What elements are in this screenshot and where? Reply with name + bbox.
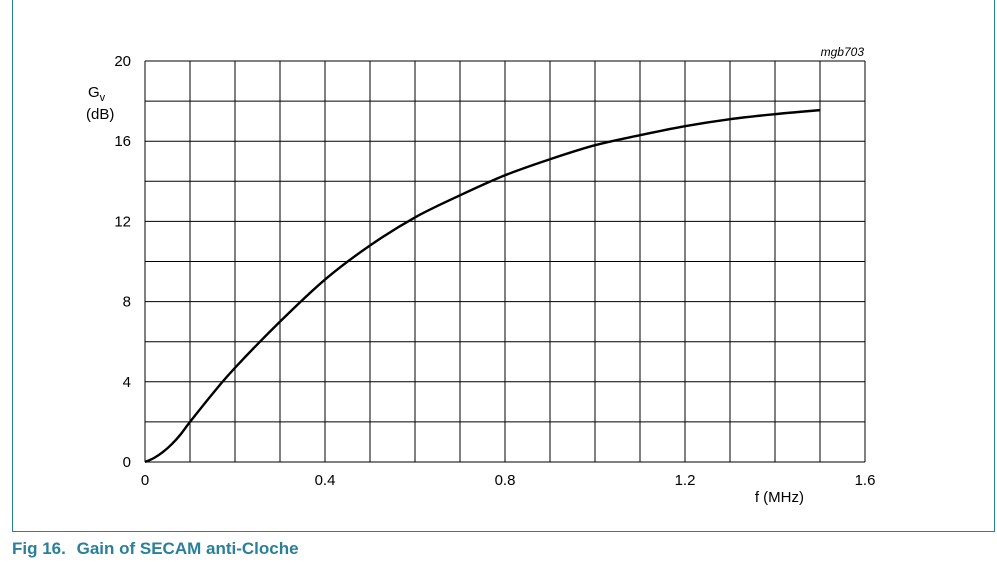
y-axis-symbol-main: G bbox=[88, 84, 100, 101]
y-axis-unit: (dB) bbox=[86, 106, 114, 123]
x-tick-label: 1.6 bbox=[855, 472, 876, 489]
y-axis-symbol-sub: v bbox=[100, 92, 106, 104]
x-axis-label: f (MHz) bbox=[755, 489, 804, 506]
y-tick-label: 12 bbox=[114, 213, 131, 230]
y-tick-label: 20 bbox=[114, 53, 131, 70]
x-tick-label: 0.8 bbox=[495, 472, 516, 489]
gain-curve bbox=[144, 108, 821, 464]
gain-chart: mgb703 Gv (dB) f (MHz) 0 0.4 0.8 1.2 1.6 0 4 8 1… bbox=[86, 45, 875, 506]
x-tick-label: 1.2 bbox=[675, 472, 696, 489]
figure-title: Gain of SECAM anti-Cloche bbox=[76, 539, 299, 558]
grid-layer bbox=[144, 60, 866, 463]
y-tick-label: 16 bbox=[114, 133, 131, 150]
y-axis-symbol: Gv bbox=[88, 84, 106, 104]
x-tick-label: 0.4 bbox=[315, 472, 336, 489]
tick-labels: 0 0.4 0.8 1.2 1.6 0 4 8 12 16 20 bbox=[114, 53, 875, 489]
x-tick-label: 0 bbox=[141, 472, 149, 489]
figure-border bbox=[12, 0, 995, 532]
chart-code-label: mgb703 bbox=[821, 45, 865, 59]
y-tick-label: 8 bbox=[123, 294, 131, 311]
figure-caption: Fig 16. Gain of SECAM anti-Cloche bbox=[12, 539, 299, 559]
series-layer bbox=[144, 108, 821, 464]
y-tick-label: 4 bbox=[123, 374, 131, 391]
y-tick-label: 0 bbox=[123, 454, 131, 471]
axis-labels: mgb703 Gv (dB) f (MHz) bbox=[86, 45, 864, 506]
figure-number: Fig 16. bbox=[12, 539, 66, 558]
